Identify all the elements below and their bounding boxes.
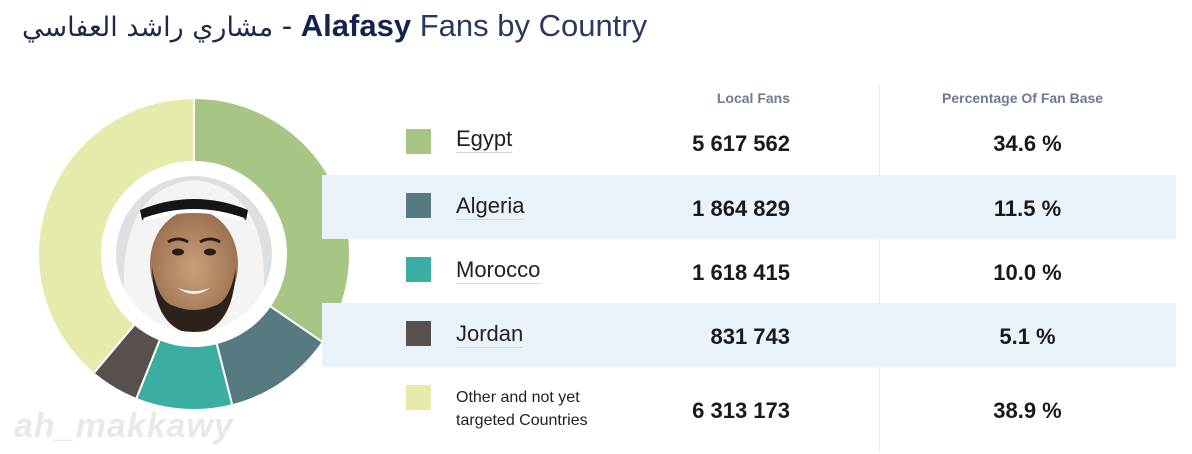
local-fans-value: 831 743 bbox=[710, 324, 790, 349]
header-local-fans: Local Fans bbox=[716, 90, 790, 106]
page-title: مشاري راشد العفاسي - Alafasy Fans by Cou… bbox=[22, 8, 647, 44]
title-dash: - bbox=[273, 8, 301, 43]
avatar bbox=[109, 169, 279, 339]
percentage-value: 38.9 % bbox=[993, 398, 1062, 423]
country-name[interactable]: Morocco bbox=[456, 257, 541, 284]
percentage-value: 34.6 % bbox=[993, 131, 1062, 156]
title-name: Alafasy bbox=[300, 8, 412, 43]
percentage-value: 5.1 % bbox=[999, 324, 1056, 349]
country-name[interactable]: Jordan bbox=[456, 321, 524, 348]
local-fans-value: 5 617 562 bbox=[692, 131, 790, 156]
title-rest: Fans by Country bbox=[411, 8, 648, 43]
legend-swatch bbox=[406, 257, 431, 282]
legend-swatch bbox=[406, 321, 431, 346]
column-divider bbox=[879, 85, 880, 451]
percentage-value: 10.0 % bbox=[993, 260, 1062, 285]
donut-slice-other[interactable] bbox=[37, 96, 195, 375]
table-row: Algeria 1 864 829 11.5 % bbox=[322, 175, 1176, 239]
local-fans-value: 6 313 173 bbox=[692, 398, 790, 423]
country-name[interactable]: Algeria bbox=[456, 193, 525, 220]
local-fans-value: 1 618 415 bbox=[692, 260, 790, 285]
country-name[interactable]: Egypt bbox=[456, 126, 513, 153]
table-row: Other and not yet targeted Countries 6 3… bbox=[322, 367, 1176, 451]
watermark: ah_makkawy bbox=[14, 407, 234, 445]
donut-chart bbox=[32, 92, 356, 416]
legend-swatch bbox=[406, 129, 431, 154]
table-row: Jordan 831 743 5.1 % bbox=[322, 303, 1176, 367]
donut-svg bbox=[37, 96, 351, 411]
fans-table: Local Fans Percentage Of Fan Base Egypt … bbox=[322, 85, 1176, 454]
local-fans-value: 1 864 829 bbox=[692, 196, 790, 221]
slices-group bbox=[37, 96, 351, 411]
legend-swatch bbox=[406, 385, 431, 410]
table-row: Egypt 5 617 562 34.6 % bbox=[322, 111, 1176, 175]
legend-swatch bbox=[406, 193, 431, 218]
country-name[interactable]: Other and not yet targeted Countries bbox=[456, 389, 588, 429]
percentage-value: 11.5 % bbox=[993, 196, 1062, 221]
table-row: Morocco 1 618 415 10.0 % bbox=[322, 239, 1176, 303]
header-percentage: Percentage Of Fan Base bbox=[942, 90, 1104, 106]
title-arabic: مشاري راشد العفاسي bbox=[22, 12, 274, 43]
